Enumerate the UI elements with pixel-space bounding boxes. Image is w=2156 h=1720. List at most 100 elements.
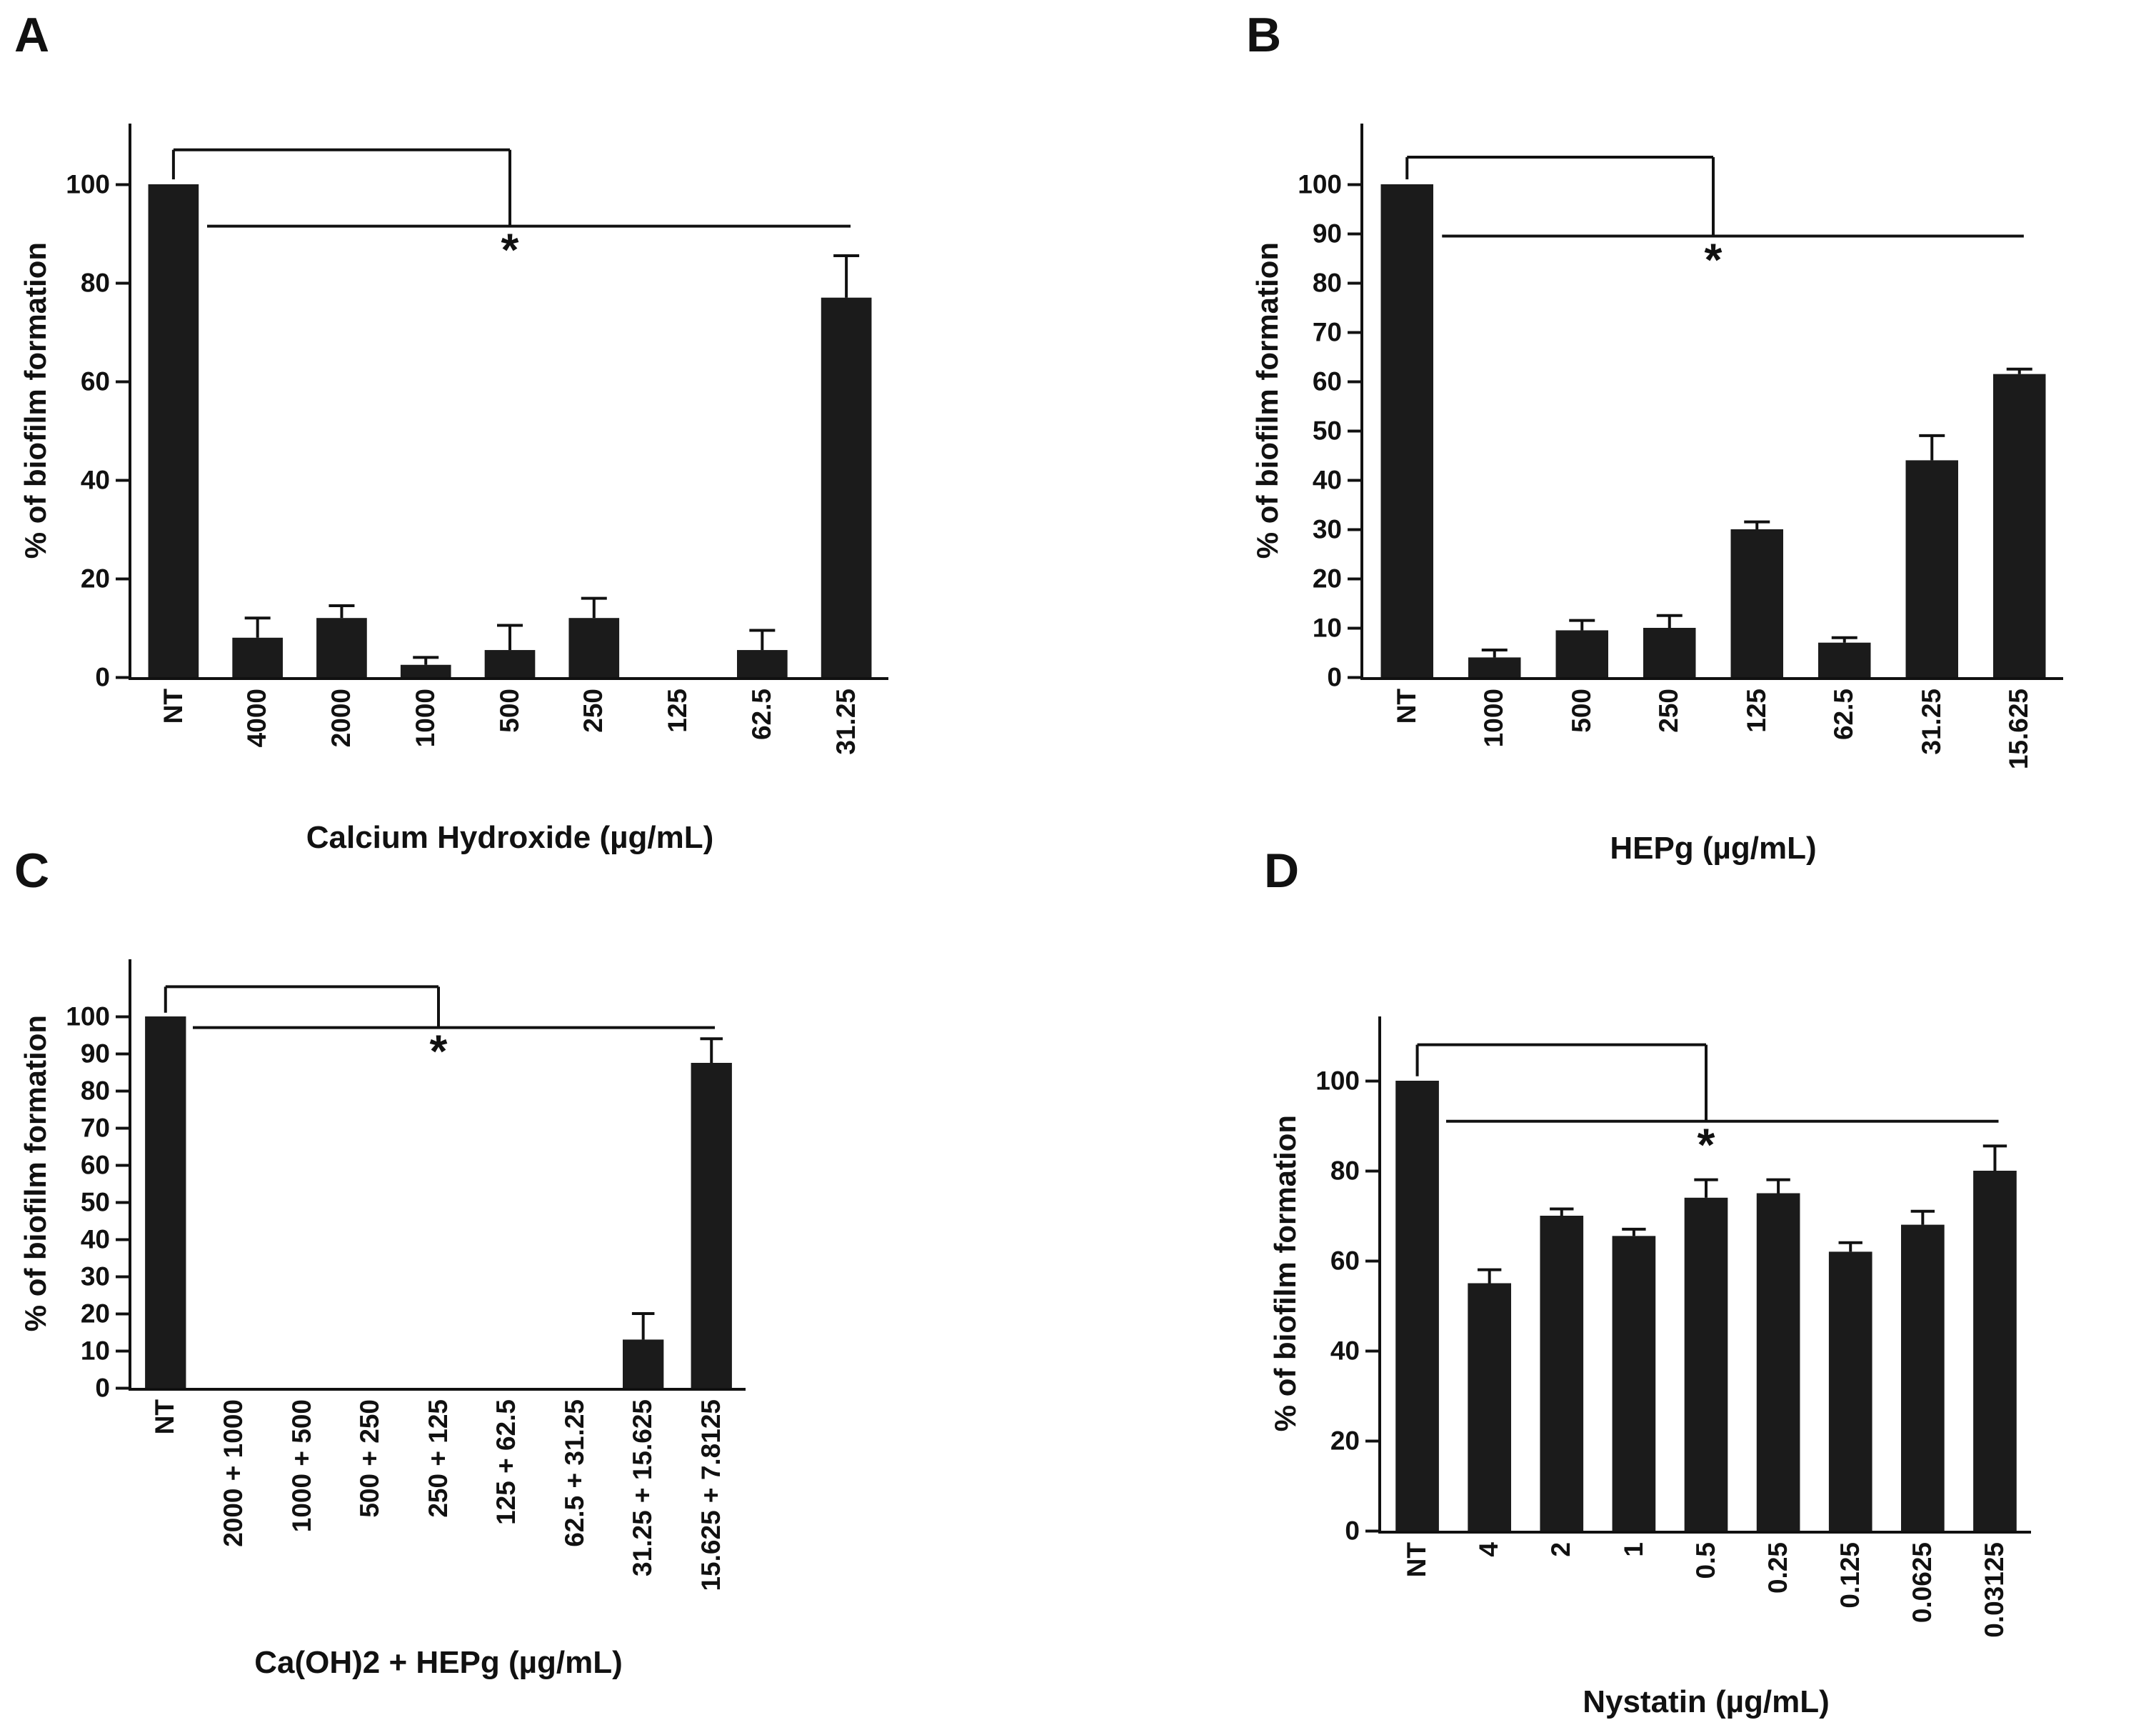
x-category-label-0.25: 0.25 xyxy=(1763,1542,1793,1594)
y-tick-0: 0 xyxy=(95,1375,129,1401)
plot-area: * xyxy=(129,124,888,680)
y-tick-label: 30 xyxy=(80,1261,110,1291)
y-tick-label: 40 xyxy=(80,1224,110,1254)
x-category-label-0.0625: 0.0625 xyxy=(1907,1542,1937,1624)
y-axis-title-box: % of biofilm formation xyxy=(14,124,57,677)
y-tick-mark xyxy=(116,1386,129,1389)
x-category-label-1000 + 500: 1000 + 500 xyxy=(286,1399,316,1533)
bar-15.625 + 7.8125 xyxy=(691,1063,732,1388)
y-tick-100: 100 xyxy=(66,1004,129,1030)
x-category-label-62.5: 62.5 xyxy=(746,689,776,741)
bar-2000 xyxy=(316,618,367,677)
x-slot: NT xyxy=(1363,689,1451,821)
x-slot: 0.25 xyxy=(1743,1542,1815,1674)
y-tick-mark xyxy=(116,676,129,679)
x-category-label-15.625: 15.625 xyxy=(2004,689,2034,770)
x-slot: 500 + 250 xyxy=(336,1399,405,1635)
y-axis-title: % of biofilm formation xyxy=(1268,1115,1302,1432)
panel-b: B % of biofilm formation 0 10 20 30 40 50 60 70… xyxy=(1246,11,2063,866)
significance-asterisk: * xyxy=(501,224,519,276)
figure-canvas: A % of biofilm formation 0 20 40 60 80 100 * … xyxy=(14,11,2063,1719)
y-tick-label: 40 xyxy=(1312,465,1342,495)
x-slot: 125 + 62.5 xyxy=(473,1399,541,1635)
y-tick-40: 40 xyxy=(1330,1338,1378,1364)
bar-62.5 xyxy=(1818,642,1871,677)
y-tick-mark xyxy=(116,1312,129,1315)
x-axis-title: Ca(OH)2 + HEPg (µg/mL) xyxy=(254,1645,623,1680)
x-category-label-31.25 + 15.625: 31.25 + 15.625 xyxy=(628,1399,658,1576)
x-slot: 125 xyxy=(1713,689,1801,821)
x-slot: 0.03125 xyxy=(1959,1542,2031,1674)
significance-asterisk: * xyxy=(1705,234,1723,285)
y-tick-50: 50 xyxy=(1313,418,1360,444)
y-tick-mark xyxy=(1365,1439,1378,1442)
x-category-label-0.5: 0.5 xyxy=(1690,1542,1720,1579)
y-tick-40: 40 xyxy=(81,1226,129,1253)
y-tick-mark xyxy=(1365,1169,1378,1172)
plot-area: * xyxy=(129,959,746,1391)
y-tick-label: 0 xyxy=(95,662,110,692)
bar-NT xyxy=(145,1016,186,1388)
y-tick-mark xyxy=(116,183,129,186)
x-category-label-NT: NT xyxy=(150,1399,180,1435)
y-tick-0: 0 xyxy=(1345,1518,1378,1544)
y-tick-100: 100 xyxy=(66,171,129,198)
x-slot: 31.25 xyxy=(804,689,888,810)
x-axis-labels: NT 4000 2000 1000 500 250 125 62.5 31.25 xyxy=(131,680,888,810)
y-tick-60: 60 xyxy=(1330,1248,1378,1274)
y-tick-60: 60 xyxy=(81,369,129,395)
x-slot: 62.5 xyxy=(1801,689,1889,821)
x-slot: 0.125 xyxy=(1815,1542,1887,1674)
y-tick-80: 80 xyxy=(1330,1158,1378,1184)
bar-1 xyxy=(1612,1236,1656,1531)
y-tick-90: 90 xyxy=(1313,221,1360,247)
y-tick-70: 70 xyxy=(1313,319,1360,346)
bar-62.5 xyxy=(737,650,788,677)
x-category-label-0.03125: 0.03125 xyxy=(1980,1542,2010,1638)
plot-area: * xyxy=(1378,1016,2031,1534)
y-tick-mark xyxy=(116,1275,129,1278)
x-slot: 2000 + 1000 xyxy=(200,1399,269,1635)
chart-c-body: % of biofilm formation 0 10 20 30 40 50 60 70 80… xyxy=(14,959,746,1401)
y-tick-mark xyxy=(1365,1529,1378,1532)
y-tick-label: 100 xyxy=(66,1001,110,1031)
bar-1000 xyxy=(400,664,451,677)
y-axis: 0 20 40 60 80 100 xyxy=(1307,1016,1378,1544)
chart-a: % of biofilm formation 0 20 40 60 80 100 * NT… xyxy=(14,124,888,856)
chart-a-body: % of biofilm formation 0 20 40 60 80 100 * xyxy=(14,124,888,691)
x-axis-labels: NT 1000 500 250 125 62.5 31.25 15.625 xyxy=(1363,680,2063,821)
x-axis-labels: NT 4 2 1 0.5 0.25 0.125 0.0625 0.03125 xyxy=(1381,1534,2031,1674)
y-tick-label: 50 xyxy=(1312,416,1342,446)
y-tick-80: 80 xyxy=(81,1078,129,1104)
x-category-label-1000: 1000 xyxy=(1479,689,1509,748)
x-category-label-125: 125 xyxy=(663,689,693,733)
y-tick-mark xyxy=(116,1052,129,1055)
panel-a: A % of biofilm formation 0 20 40 60 80 100 * … xyxy=(14,11,888,856)
y-tick-40: 40 xyxy=(81,467,129,494)
x-slot: 4 xyxy=(1453,1542,1525,1674)
x-slot: 250 xyxy=(552,689,636,810)
y-tick-mark xyxy=(116,1349,129,1352)
plot-svg: * xyxy=(1380,156,2046,677)
y-tick-label: 60 xyxy=(80,1150,110,1180)
y-tick-label: 100 xyxy=(1315,1066,1360,1096)
y-tick-20: 20 xyxy=(81,1301,129,1327)
bar-250 xyxy=(1643,628,1696,677)
y-tick-label: 90 xyxy=(80,1039,110,1069)
x-slot: 0.5 xyxy=(1670,1542,1742,1674)
x-slot: NT xyxy=(131,689,216,810)
plot-area: * xyxy=(1360,124,2063,680)
y-axis: 0 10 20 30 40 50 60 70 80 90 100 xyxy=(1289,124,1360,691)
bar-31.25 + 15.625 xyxy=(623,1339,664,1388)
x-slot: 0.0625 xyxy=(1887,1542,1959,1674)
x-category-label-31.25: 31.25 xyxy=(831,689,861,755)
y-tick-label: 20 xyxy=(80,564,110,594)
bar-1000 xyxy=(1468,657,1521,677)
y-tick-label: 0 xyxy=(1327,662,1342,692)
x-category-label-125 + 62.5: 125 + 62.5 xyxy=(491,1399,521,1525)
y-tick-label: 20 xyxy=(1330,1426,1360,1456)
x-category-label-500: 500 xyxy=(1566,689,1596,733)
y-tick-mark xyxy=(116,281,129,284)
y-tick-mark xyxy=(116,577,129,580)
x-axis-title: Calcium Hydroxide (µg/mL) xyxy=(306,820,714,855)
